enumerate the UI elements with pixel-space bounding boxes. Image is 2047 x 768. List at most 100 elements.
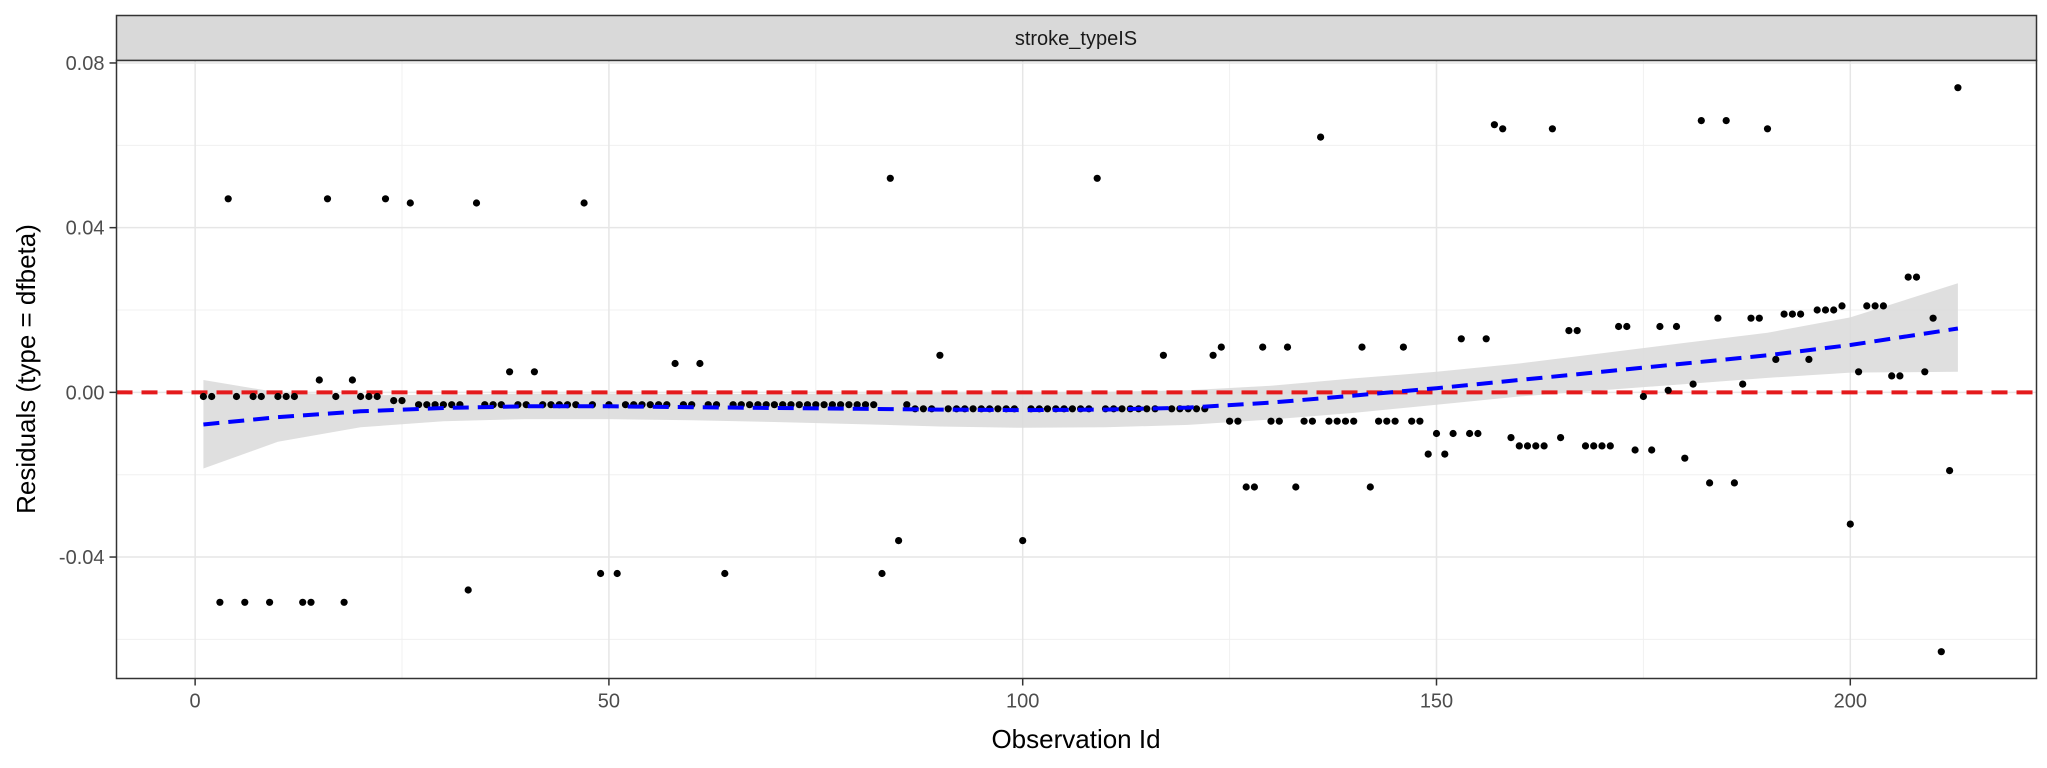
data-point <box>828 401 837 409</box>
data-point <box>853 401 861 409</box>
data-point <box>1283 343 1292 351</box>
data-point <box>290 392 298 401</box>
data-point <box>886 174 894 182</box>
data-point <box>1515 442 1523 450</box>
data-point <box>257 392 265 401</box>
data-point <box>597 569 605 578</box>
data-point <box>770 401 779 409</box>
data-point <box>1217 343 1225 351</box>
x-tick-label: 100 <box>1006 691 1039 713</box>
data-point <box>1706 479 1714 487</box>
data-point <box>1681 454 1689 462</box>
data-point <box>323 195 332 203</box>
data-point <box>795 401 803 409</box>
data-point <box>1350 417 1358 425</box>
data-point <box>1697 117 1705 125</box>
data-point <box>1308 417 1316 425</box>
data-point <box>1540 442 1548 450</box>
data-point <box>199 392 207 401</box>
data-point <box>1747 314 1755 322</box>
data-point <box>696 359 704 368</box>
data-point <box>1739 380 1747 388</box>
data-point <box>1656 322 1664 331</box>
data-point <box>903 401 911 409</box>
data-point <box>746 401 754 409</box>
data-point <box>1904 273 1912 281</box>
data-point <box>1532 442 1540 450</box>
data-point <box>1954 84 1962 92</box>
data-point <box>845 401 853 409</box>
data-point <box>1672 322 1681 331</box>
data-point <box>1242 483 1250 491</box>
data-point <box>381 195 390 203</box>
data-point <box>315 376 323 384</box>
data-point <box>1912 273 1921 281</box>
data-point <box>878 569 886 578</box>
data-point <box>241 598 249 606</box>
data-point <box>274 392 282 401</box>
data-point <box>1821 306 1830 314</box>
data-point <box>464 586 472 594</box>
data-point <box>1780 310 1788 318</box>
data-point <box>1722 117 1730 125</box>
data-point <box>1226 417 1234 425</box>
axes: 0 50 100 150 200 -0.04 0.00 0.04 0.08 <box>59 53 1867 713</box>
smooth-line-layer <box>203 326 1959 427</box>
data-point <box>1234 417 1242 425</box>
data-point <box>1143 405 1151 413</box>
data-point <box>1871 302 1879 310</box>
data-point <box>1449 429 1457 438</box>
data-point <box>1375 417 1383 425</box>
data-point <box>1482 335 1490 343</box>
data-point <box>1068 405 1076 413</box>
data-point <box>1639 392 1647 401</box>
data-point <box>1755 314 1763 322</box>
data-point <box>1830 306 1838 314</box>
data-point <box>613 569 621 578</box>
data-point <box>1714 314 1722 322</box>
x-tick-label: 200 <box>1834 691 1867 713</box>
data-point <box>1937 648 1945 656</box>
data-point <box>1391 417 1399 425</box>
data-point <box>1499 125 1507 133</box>
data-point <box>1598 442 1606 450</box>
data-point <box>1879 302 1887 310</box>
data-point <box>232 392 241 401</box>
data-point <box>365 392 373 401</box>
data-point <box>506 368 514 376</box>
data-point <box>1168 405 1176 413</box>
facet-strip <box>115 14 2038 62</box>
data-point <box>1366 483 1374 491</box>
data-point <box>1333 417 1341 425</box>
data-point <box>1341 417 1350 425</box>
data-point <box>1209 351 1217 359</box>
data-point <box>1929 314 1937 322</box>
data-point <box>1631 446 1639 454</box>
data-point <box>1474 429 1482 438</box>
confidence-band <box>203 283 1958 469</box>
data-point <box>820 401 828 409</box>
data-point <box>332 392 340 401</box>
data-point <box>224 195 232 203</box>
data-point <box>208 392 216 401</box>
data-point <box>837 401 845 409</box>
data-point <box>1383 417 1391 425</box>
data-point <box>1772 355 1780 363</box>
data-point <box>1946 467 1954 475</box>
data-point <box>1093 174 1101 182</box>
data-point <box>1730 479 1738 487</box>
data-point <box>994 405 1002 413</box>
data-point <box>1855 368 1863 376</box>
data-point <box>1838 302 1846 310</box>
data-point <box>1797 310 1805 318</box>
data-point <box>1457 335 1465 343</box>
data-point <box>895 537 903 545</box>
data-point <box>721 569 729 578</box>
data-point <box>249 392 257 401</box>
data-point <box>1565 327 1573 335</box>
data-point <box>1325 417 1333 425</box>
data-point <box>472 199 481 207</box>
data-point <box>373 392 381 401</box>
data-point <box>423 401 431 409</box>
